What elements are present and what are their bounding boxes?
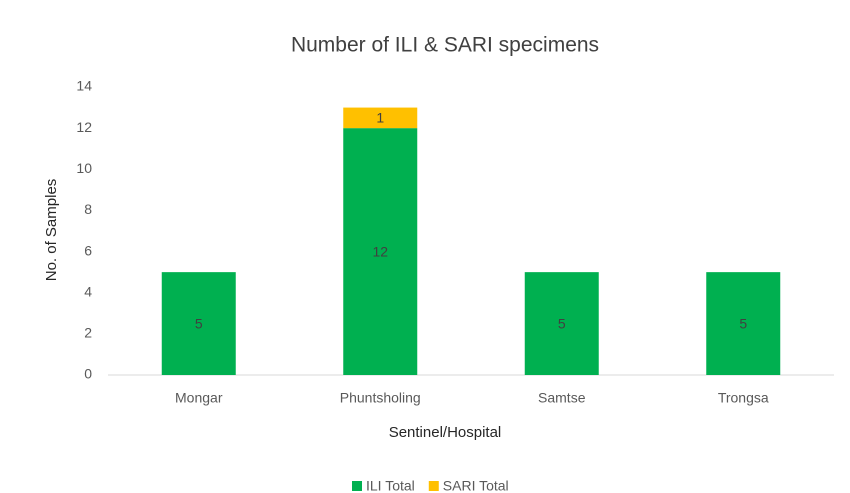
y-tick-label: 0: [84, 366, 92, 382]
y-tick-label: 10: [76, 160, 92, 176]
y-tick-label: 12: [76, 119, 92, 135]
bar-segment: [524, 272, 599, 375]
y-tick-label: 8: [84, 201, 92, 217]
y-tick-label: 14: [76, 78, 92, 94]
bar-segment: [343, 128, 418, 375]
data-label: 5: [195, 315, 203, 331]
x-axis-title: Sentinel/Hospital: [389, 424, 502, 441]
x-tick-label: Trongsa: [718, 390, 769, 406]
legend-label: ILI Total: [366, 478, 415, 493]
x-tick-label: Mongar: [175, 390, 223, 406]
data-label: 5: [558, 315, 566, 331]
y-tick-label: 2: [84, 325, 92, 341]
bar-segment: [706, 272, 781, 375]
data-label: 5: [739, 315, 747, 331]
legend-swatch: [352, 481, 362, 491]
bar-segment: [343, 107, 418, 129]
bar-segment: [161, 272, 236, 375]
chart-title: Number of ILI & SARI specimens: [291, 34, 599, 57]
y-axis-title: No. of Samples: [43, 179, 60, 282]
data-label: 1: [376, 110, 384, 126]
legend-label: SARI Total: [443, 478, 509, 493]
data-label: 12: [372, 243, 388, 259]
x-tick-label: Phuntsholing: [340, 390, 421, 406]
x-tick-label: Samtse: [538, 390, 586, 406]
legend-swatch: [428, 481, 439, 491]
y-tick-label: 6: [84, 242, 92, 258]
y-tick-label: 4: [84, 283, 92, 299]
